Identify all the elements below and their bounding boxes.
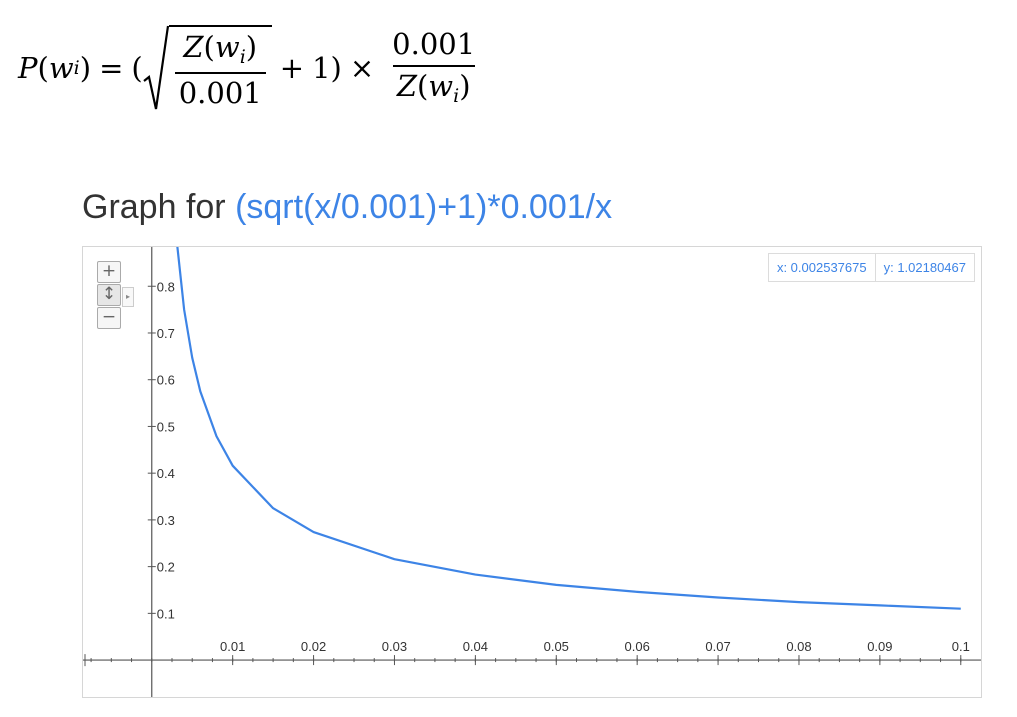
- y-tick-label: 0.8: [157, 279, 175, 294]
- curve-line: [176, 247, 961, 610]
- y-tick-label: 0.2: [157, 560, 175, 575]
- x-tick-label: 0.1: [952, 639, 970, 654]
- coordinate-readout: x: 0.002537675 y: 1.02180467: [767, 253, 975, 282]
- formula: P(w i) =( Z(wi) 0.001 +1) × 0.001 Z(wi): [18, 18, 485, 118]
- formula-sub-i: i: [453, 84, 460, 107]
- zoom-control: + ↕ − ▸: [97, 261, 134, 330]
- y-tick-label: 0.3: [157, 513, 175, 528]
- y-tick-label: 0.6: [157, 373, 175, 388]
- formula-const: 0.001: [174, 72, 266, 110]
- sqrt-sign-icon: [143, 25, 169, 110]
- formula-equals: =: [99, 51, 124, 85]
- formula-p: P: [18, 51, 38, 85]
- x-tick-label: 0.06: [625, 639, 650, 654]
- readout-x: x: 0.002537675: [767, 253, 876, 282]
- formula-sub-i: i: [73, 57, 80, 79]
- chart-svg[interactable]: 0.01 0.02 0.03 0.04 0.05 0.06 0.07 0.08 0.09 0.1 0…: [83, 247, 981, 697]
- x-tick-label: 0.01: [220, 639, 245, 654]
- graph-title-prefix: Graph for: [82, 188, 226, 226]
- formula-sqrt: Z(wi) 0.001: [143, 25, 272, 111]
- formula-frac-right: 0.001 Z(wi): [388, 28, 479, 107]
- y-tick-label: 0.4: [157, 466, 175, 481]
- graph-title-expression: (sqrt(x/0.001)+1)*0.001/x: [235, 188, 613, 226]
- x-tick-label: 0.02: [301, 639, 326, 654]
- formula-radicand: Z(wi) 0.001: [168, 25, 272, 111]
- y-tick-label: 0.5: [157, 419, 175, 434]
- x-tick-label: 0.09: [867, 639, 892, 654]
- formula-frac-left: Z(wi) 0.001: [174, 30, 266, 110]
- formula-w: w: [214, 30, 240, 65]
- formula-one: 1: [312, 51, 331, 85]
- x-tick-label: 0.03: [382, 639, 407, 654]
- readout-y: y: 1.02180467: [875, 253, 975, 282]
- expand-arrow-icon[interactable]: ▸: [122, 287, 134, 307]
- graph-title: Graph for (sqrt(x/0.001)+1)*0.001/x: [82, 188, 612, 227]
- y-tick-label: 0.1: [157, 606, 175, 621]
- x-tick-label: 0.04: [463, 639, 488, 654]
- formula-const: 0.001: [392, 27, 476, 62]
- formula-w: w: [48, 51, 74, 85]
- pan-button[interactable]: ↕: [97, 284, 121, 306]
- formula-z: Z: [183, 30, 204, 65]
- zoom-out-button[interactable]: −: [97, 307, 121, 329]
- zoom-in-button[interactable]: +: [97, 261, 121, 283]
- x-tick-label: 0.07: [705, 639, 730, 654]
- formula-plus: +: [279, 51, 305, 85]
- y-tick-label: 0.7: [157, 326, 175, 341]
- formula-sub-i: i: [239, 46, 246, 69]
- x-tick-label: 0.08: [786, 639, 811, 654]
- x-tick-label: 0.05: [544, 639, 569, 654]
- formula-times: ×: [349, 51, 375, 85]
- formula-z: Z: [396, 68, 417, 103]
- plot-area[interactable]: 0.01 0.02 0.03 0.04 0.05 0.06 0.07 0.08 0.09 0.1 0…: [82, 246, 982, 698]
- formula-w: w: [428, 68, 454, 103]
